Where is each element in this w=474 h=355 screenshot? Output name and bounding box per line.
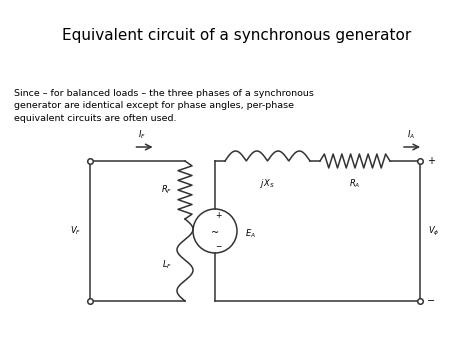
Text: $V_\phi$: $V_\phi$ [428,224,439,237]
Text: $R_F$: $R_F$ [161,184,173,196]
Text: $jX_S$: $jX_S$ [260,177,275,190]
Text: $L_F$: $L_F$ [162,259,172,271]
Text: $V_F$: $V_F$ [71,225,82,237]
Text: +: + [215,211,221,219]
Text: $I_F$: $I_F$ [137,129,146,141]
Text: −: − [215,242,221,251]
Text: Since – for balanced loads – the three phases of a synchronous
generator are ide: Since – for balanced loads – the three p… [14,89,314,123]
Text: $I_A$: $I_A$ [407,129,415,141]
Text: $R_A$: $R_A$ [349,177,361,190]
Text: +: + [427,156,435,166]
Text: −: − [427,296,435,306]
Text: Equivalent circuit of a synchronous generator: Equivalent circuit of a synchronous gene… [63,28,411,43]
Text: ~: ~ [211,228,219,238]
Text: $E_A$: $E_A$ [245,228,256,240]
